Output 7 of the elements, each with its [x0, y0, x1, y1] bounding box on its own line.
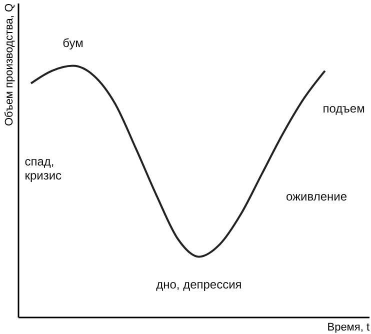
annotation: подъем [322, 102, 365, 116]
text: бум [62, 36, 84, 50]
annotation: дно, депрессия [156, 277, 242, 292]
annotation: оживление [286, 189, 348, 204]
x-axis-title: Время, t [327, 322, 370, 334]
annotation: спад, кризис [24, 154, 62, 182]
y-axis-title: Объем производства, Q [4, 3, 16, 126]
